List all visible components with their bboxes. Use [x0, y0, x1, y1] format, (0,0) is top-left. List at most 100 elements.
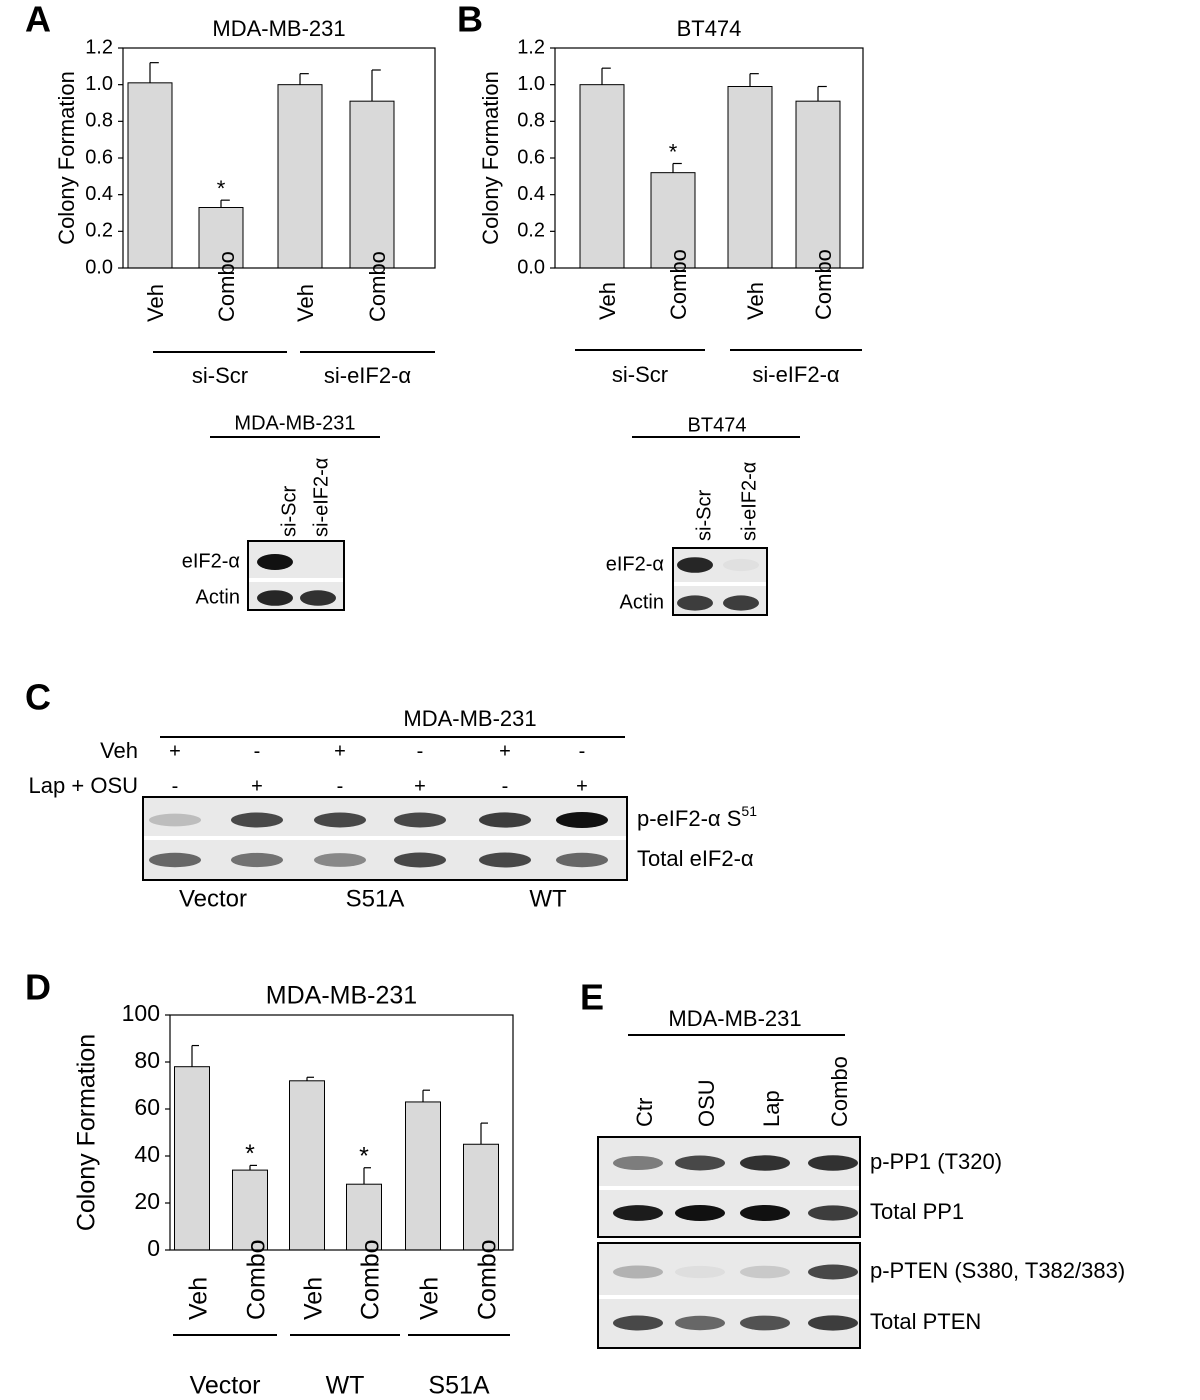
group-label: Vector: [179, 885, 247, 912]
row-label: p-eIF2-α S51: [637, 803, 757, 831]
bar: [277, 84, 323, 269]
row-label: Actin: [620, 591, 664, 613]
blot-band: [677, 557, 713, 573]
panel-letter: B: [457, 0, 483, 40]
blot-band: [613, 1205, 663, 1221]
group-label: S51A: [428, 1372, 489, 1400]
row-label: Total PTEN: [870, 1309, 981, 1334]
x-tick-label: Combo: [243, 1239, 271, 1320]
y-tick-label: 0.4: [85, 183, 113, 205]
blot-frame: [247, 540, 345, 611]
x-tick-label: Combo: [214, 251, 239, 322]
panel-letter: C: [25, 677, 51, 718]
blot-band: [231, 812, 283, 828]
blot-band: [613, 1265, 663, 1279]
y-axis-label: Colony Formation: [73, 1034, 101, 1231]
x-tick-label: Veh: [743, 282, 768, 320]
blot-band: [740, 1155, 790, 1171]
significance-marker: *: [669, 139, 678, 164]
row-label: eIF2-α: [606, 553, 664, 575]
blot-band: [149, 852, 201, 868]
y-axis-label: Colony Formation: [54, 71, 79, 245]
treatment-label: Veh: [100, 738, 138, 763]
blot-separator: [598, 1186, 860, 1190]
row-label: Total PP1: [870, 1199, 964, 1224]
y-tick-label: 1.0: [85, 73, 113, 95]
y-tick-label: 100: [122, 1000, 160, 1026]
blot-band: [257, 554, 293, 570]
blot-band: [808, 1155, 858, 1171]
row-label: Total eIF2-α: [637, 846, 754, 871]
y-tick-label: 40: [134, 1141, 160, 1167]
treatment-sign: +: [576, 775, 588, 797]
blot-band: [314, 853, 366, 867]
lane-label: OSU: [694, 1079, 719, 1127]
chart-title: MDA-MB-231: [266, 982, 417, 1010]
y-tick-label: 0.2: [517, 220, 545, 242]
y-tick-label: 80: [134, 1047, 160, 1073]
blot-band: [675, 1315, 725, 1331]
significance-marker: *: [217, 176, 226, 201]
x-tick-label: Combo: [365, 251, 390, 322]
treatment-sign: -: [417, 740, 424, 762]
blot-band: [740, 1315, 790, 1331]
bar: [795, 100, 841, 269]
group-label: si-Scr: [612, 362, 668, 387]
blot-band: [740, 1265, 790, 1279]
y-tick-label: 60: [134, 1094, 160, 1120]
y-tick-label: 0.2: [85, 220, 113, 242]
bar: [232, 1169, 268, 1251]
bar: [198, 207, 244, 269]
treatment-sign: -: [172, 775, 179, 797]
significance-marker: *: [359, 1142, 369, 1170]
blot-header: MDA-MB-231: [234, 412, 355, 434]
blot-band: [257, 590, 293, 606]
y-tick-label: 1.2: [517, 36, 545, 58]
blot-band: [675, 1155, 725, 1171]
x-tick-label: Veh: [185, 1277, 213, 1320]
blot-band: [723, 558, 759, 572]
x-tick-label: Veh: [143, 284, 168, 322]
x-tick-label: Veh: [416, 1277, 444, 1320]
x-tick-label: Combo: [474, 1239, 502, 1320]
x-tick-label: Veh: [293, 284, 318, 322]
treatment-sign: -: [254, 740, 261, 762]
blot-separator: [673, 582, 767, 586]
row-label: eIF2-α: [182, 550, 240, 572]
blot-band: [808, 1205, 858, 1221]
group-label: WT: [529, 885, 567, 912]
bar: [727, 86, 773, 269]
y-tick-label: 0: [147, 1235, 160, 1261]
row-label-text: p-eIF2-α S: [637, 806, 741, 831]
x-tick-label: Veh: [595, 282, 620, 320]
bar: [289, 1080, 325, 1251]
blot-frame: [597, 1136, 861, 1238]
lane-label: si-Scr: [693, 490, 715, 541]
y-tick-label: 1.2: [85, 36, 113, 58]
blot-band: [556, 812, 608, 828]
row-label-text: Total eIF2-α: [637, 846, 754, 871]
significance-marker: *: [245, 1140, 255, 1168]
blot-band: [675, 1265, 725, 1279]
x-tick-label: Veh: [300, 1277, 328, 1320]
y-tick-label: 0.6: [517, 146, 545, 168]
group-label: Vector: [190, 1372, 261, 1400]
plot-frame: [122, 47, 436, 269]
blot-frame: [142, 796, 628, 881]
plot-frame: [169, 1014, 514, 1251]
lane-label: si-eIF2-α: [310, 458, 332, 537]
group-label: WT: [326, 1372, 365, 1400]
blot-band: [479, 852, 531, 868]
blot-separator: [598, 1295, 860, 1299]
bar: [463, 1143, 499, 1251]
row-label: p-PP1 (T320): [870, 1149, 1002, 1174]
treatment-sign: -: [337, 775, 344, 797]
panel-letter: E: [580, 977, 604, 1018]
treatment-sign: +: [251, 775, 263, 797]
blot-band: [740, 1205, 790, 1221]
bar: [127, 82, 173, 269]
treatment-label: Lap + OSU: [29, 773, 138, 798]
treatment-sign: -: [502, 775, 509, 797]
